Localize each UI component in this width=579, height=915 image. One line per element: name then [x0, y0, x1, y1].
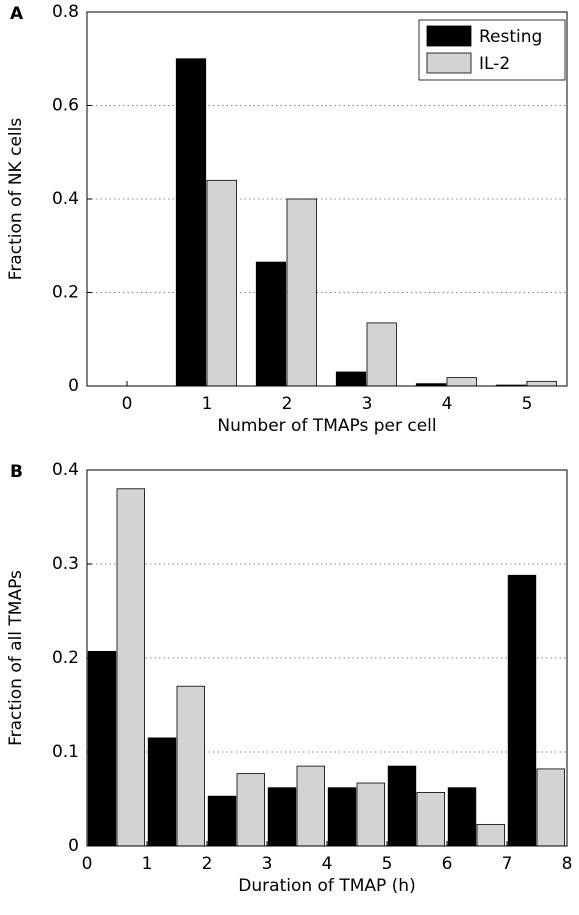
- bar: [147, 737, 177, 847]
- bar: [447, 787, 477, 847]
- bar: [207, 795, 237, 847]
- y-tick-label: 0.1: [52, 742, 79, 762]
- panel-label: B: [10, 462, 23, 482]
- x-axis-label: Number of TMAPs per cell: [217, 416, 436, 436]
- bar: [416, 792, 446, 847]
- x-axis-label: Duration of TMAP (h): [238, 876, 415, 896]
- x-tick-label: 0: [82, 854, 93, 874]
- y-tick-label: 0: [68, 376, 79, 396]
- panel-label: A: [10, 4, 24, 24]
- bar: [176, 685, 206, 847]
- x-tick-label: 4: [442, 394, 453, 414]
- plot-frame: [86, 469, 568, 847]
- x-tick-label: 8: [562, 854, 573, 874]
- bar: [536, 768, 566, 847]
- bar: [507, 574, 537, 847]
- legend-swatch: [426, 25, 472, 47]
- legend-label: IL-2: [479, 54, 510, 74]
- bar: [327, 787, 357, 847]
- bar: [236, 773, 266, 847]
- x-tick-label: 1: [202, 394, 213, 414]
- bar: [387, 765, 417, 847]
- y-tick-label: 0.4: [52, 460, 79, 480]
- bar: [476, 823, 506, 847]
- y-tick-label: 0.2: [52, 283, 79, 303]
- plot-frame: [86, 11, 568, 387]
- bar: [175, 58, 207, 387]
- y-tick-label: 0.3: [52, 554, 79, 574]
- bar: [446, 377, 477, 387]
- y-tick-label: 0.8: [52, 2, 79, 22]
- x-tick-label: 6: [442, 854, 453, 874]
- bar: [87, 651, 117, 847]
- x-tick-label: 4: [322, 854, 333, 874]
- bar: [335, 371, 367, 387]
- x-tick-label: 7: [502, 854, 513, 874]
- bar: [255, 261, 287, 387]
- bar: [366, 322, 397, 387]
- x-tick-label: 3: [362, 394, 373, 414]
- x-tick-label: 2: [202, 854, 213, 874]
- legend-swatch: [426, 52, 472, 74]
- bar: [267, 787, 297, 847]
- bar: [526, 380, 557, 387]
- bar: [296, 765, 326, 847]
- x-tick-label: 3: [262, 854, 273, 874]
- y-tick-label: 0.6: [52, 96, 79, 116]
- x-tick-label: 5: [522, 394, 533, 414]
- x-tick-label: 0: [122, 394, 133, 414]
- x-tick-label: 2: [282, 394, 293, 414]
- x-tick-label: 1: [142, 854, 153, 874]
- y-axis-label: Fraction of all TMAPs: [6, 570, 26, 746]
- bar: [206, 179, 237, 387]
- bar: [116, 488, 146, 847]
- y-tick-label: 0.4: [52, 189, 79, 209]
- legend-label: Resting: [479, 27, 542, 47]
- x-tick-label: 5: [382, 854, 393, 874]
- bar: [286, 198, 317, 387]
- bar: [356, 782, 386, 847]
- y-tick-label: 0.2: [52, 648, 79, 668]
- y-axis-label: Fraction of NK cells: [6, 118, 26, 281]
- y-tick-label: 0: [68, 836, 79, 856]
